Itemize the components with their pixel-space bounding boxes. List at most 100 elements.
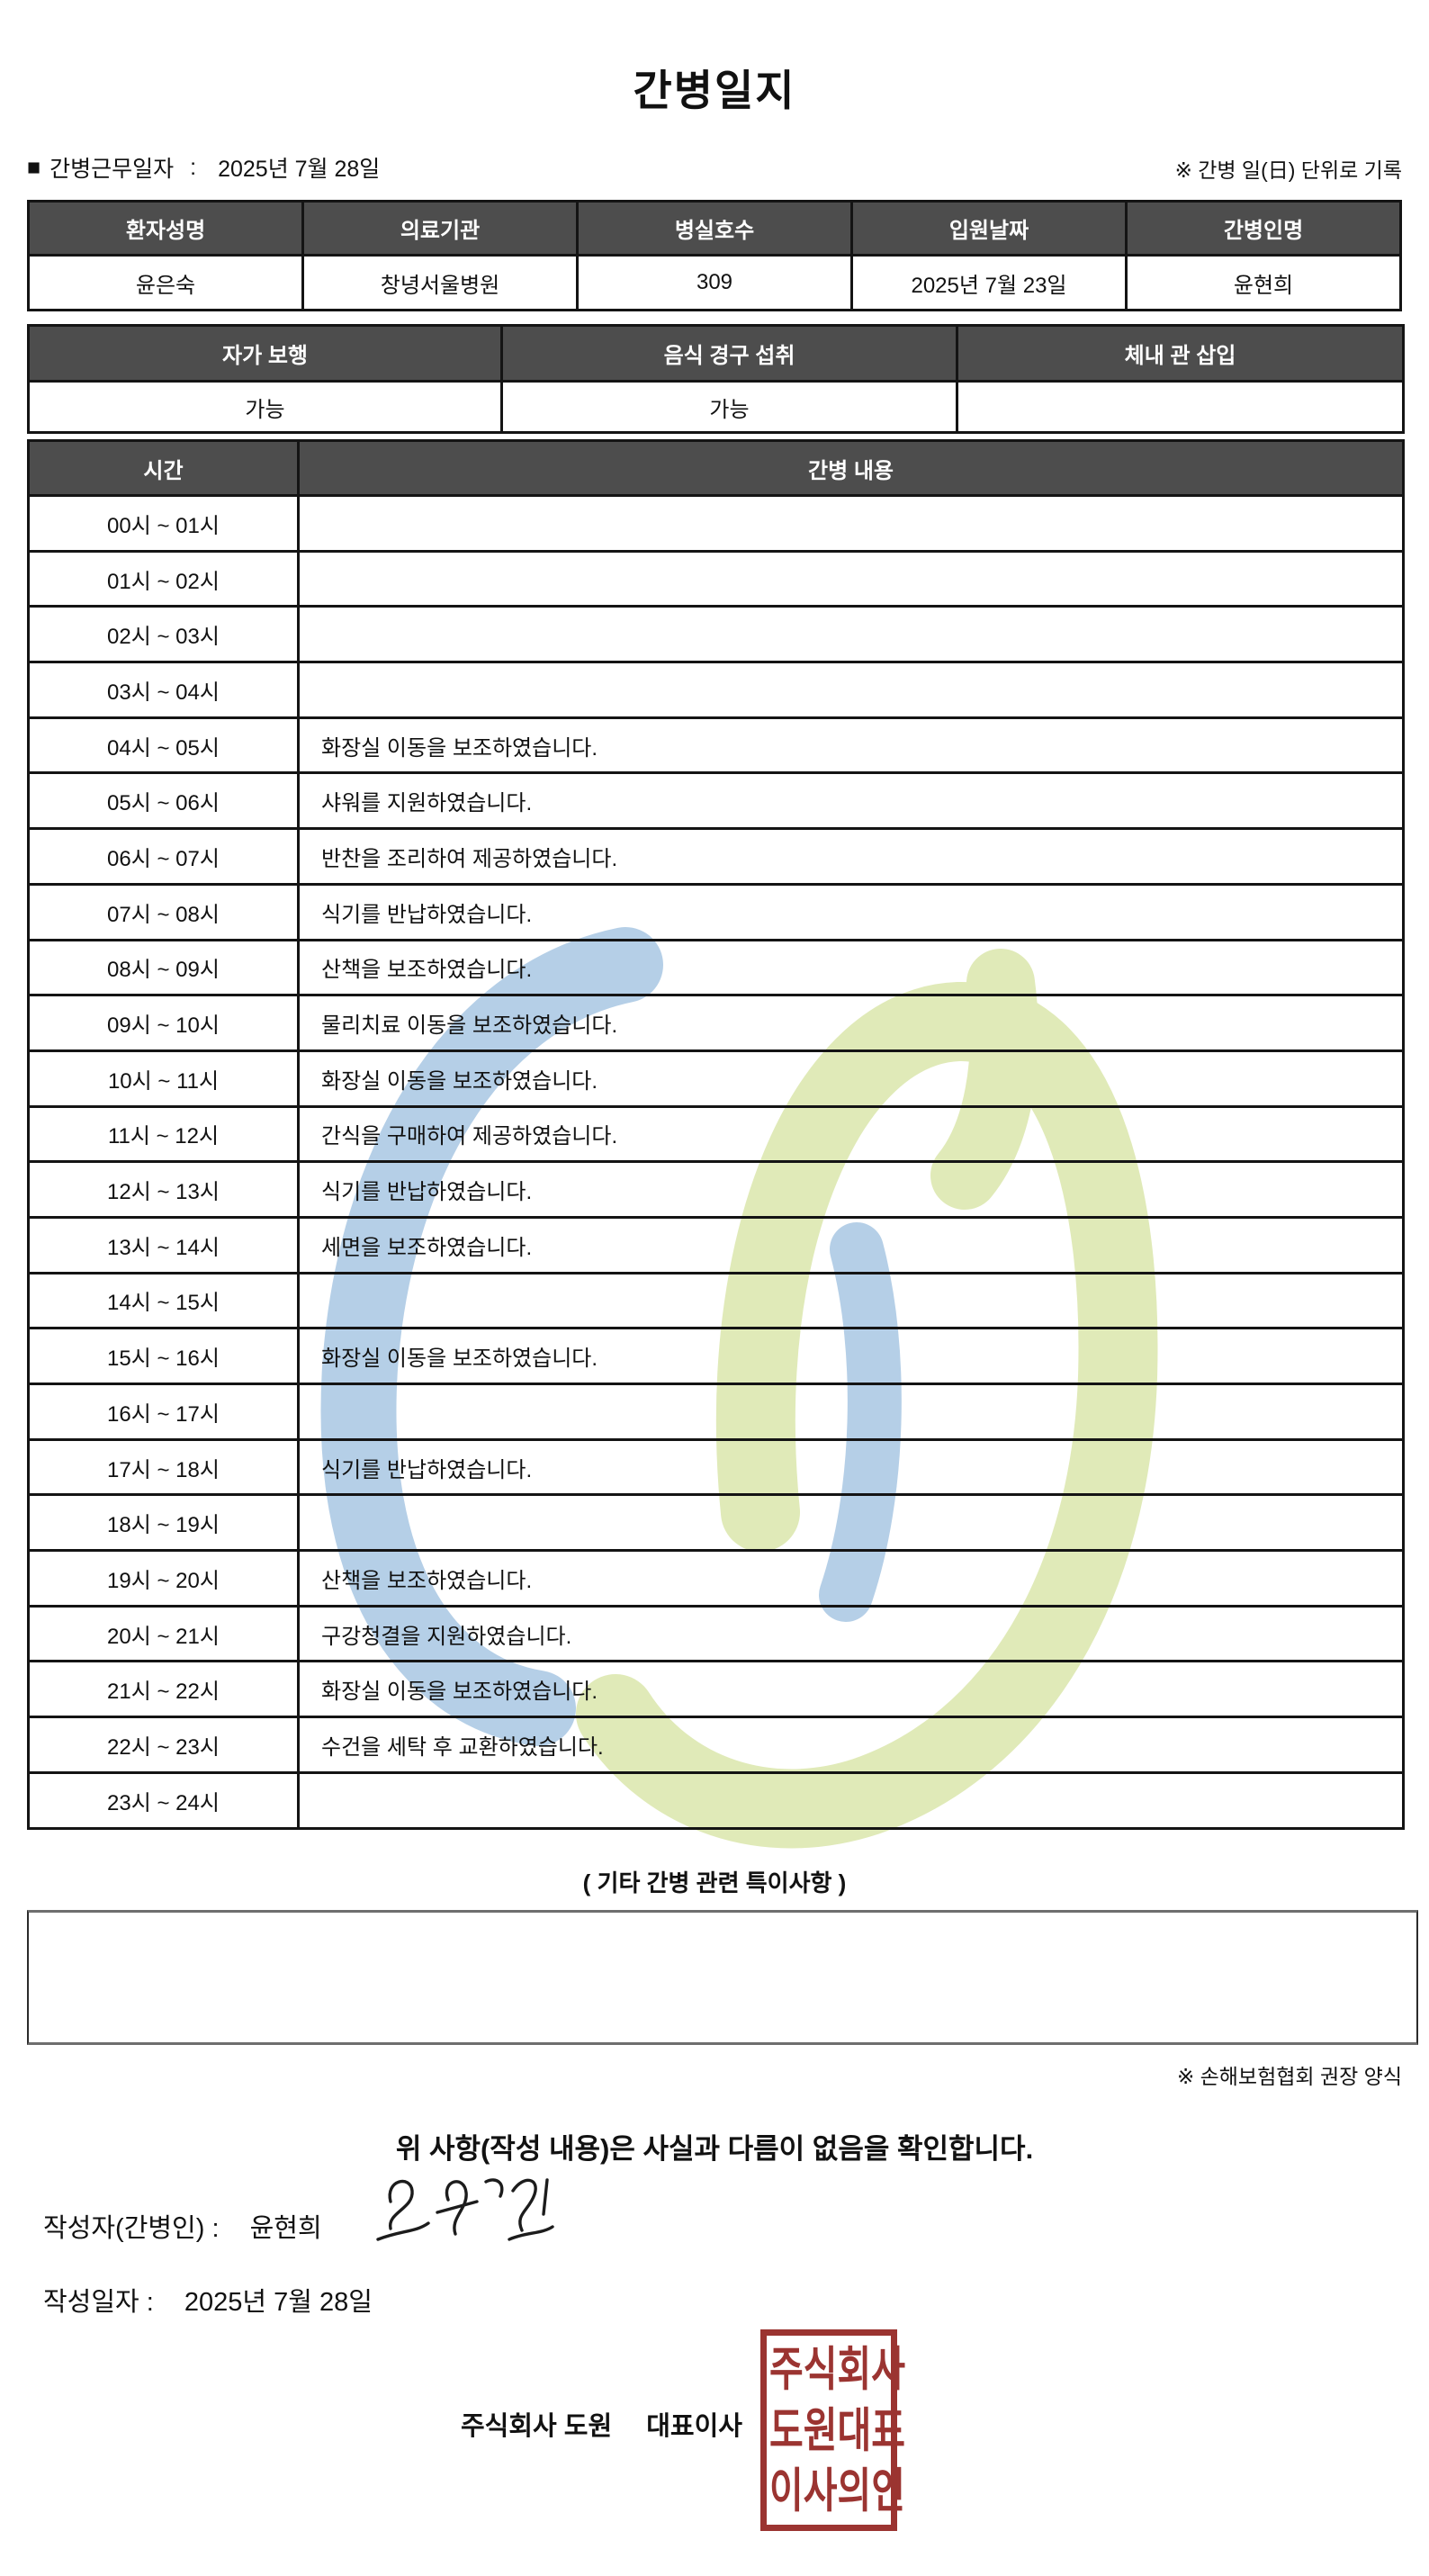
care-log-row: 18시 ~ 19시 bbox=[27, 1493, 1405, 1553]
care-content-cell bbox=[297, 549, 1405, 608]
patient-status-header-cell: 음식 경구 섭취 bbox=[500, 324, 958, 383]
work-date-label: 간병근무일자 bbox=[49, 157, 175, 182]
care-time-cell: 09시 ~ 10시 bbox=[27, 994, 300, 1052]
care-log-row: 15시 ~ 16시 화장실 이동을 보조하였습니다. bbox=[27, 1327, 1405, 1385]
care-log-row: 14시 ~ 15시 bbox=[27, 1271, 1405, 1330]
care-time-cell: 10시 ~ 11시 bbox=[27, 1049, 300, 1108]
care-content-cell bbox=[297, 661, 1405, 719]
care-log-table: 시간 간병 내용 00시 ~ 01시 01시 ~ 02시 02시 ~ 03시 03시 … bbox=[27, 439, 1405, 1830]
care-time-cell: 12시 ~ 13시 bbox=[27, 1160, 300, 1219]
confirmation-statement: 위 사항(작성 내용)은 사실과 다름이 없음을 확인합니다. bbox=[395, 2133, 1034, 2165]
patient-info-value-cell: 윤은숙 bbox=[27, 254, 304, 311]
time-column-header: 시간 bbox=[27, 439, 300, 497]
care-content-cell: 세면을 보조하였습니다. bbox=[297, 1215, 1405, 1274]
care-log-row: 10시 ~ 11시 화장실 이동을 보조하였습니다. bbox=[27, 1049, 1405, 1108]
care-time-cell: 07시 ~ 08시 bbox=[27, 882, 300, 941]
stamp-character: 인 bbox=[871, 2463, 905, 2517]
care-time-cell: 17시 ~ 18시 bbox=[27, 1437, 300, 1497]
care-content-cell bbox=[297, 1493, 1405, 1553]
care-log-row: 11시 ~ 12시 간식을 구매하여 제공하였습니다. bbox=[27, 1104, 1405, 1164]
care-content-cell bbox=[297, 1271, 1405, 1330]
care-content-cell bbox=[297, 605, 1405, 664]
care-log-row: 03시 ~ 04시 bbox=[27, 661, 1405, 719]
care-time-cell: 01시 ~ 02시 bbox=[27, 549, 300, 608]
patient-info-header-row: 환자성명 의료기관 병실호수 입원날짜 간병인명 bbox=[27, 200, 1402, 257]
care-log-row: 16시 ~ 17시 bbox=[27, 1383, 1405, 1441]
care-log-row: 12시 ~ 13시 식기를 반납하였습니다. bbox=[27, 1160, 1405, 1219]
care-content-cell: 반찬을 조리하여 제공하였습니다. bbox=[297, 827, 1405, 886]
recommended-form-note: ※ 손해보험협회 권장 양식 bbox=[1176, 2065, 1402, 2088]
patient-status-header-cell: 체내 관 삽입 bbox=[956, 324, 1405, 383]
written-date-value: 2025년 7월 28일 bbox=[184, 2288, 373, 2317]
patient-info-value-cell: 309 bbox=[576, 254, 853, 311]
stamp-character: 주 bbox=[769, 2342, 804, 2396]
stamp-character: 회 bbox=[837, 2342, 872, 2396]
care-content-cell: 식기를 반납하였습니다. bbox=[297, 882, 1405, 941]
care-content-cell: 산책을 보조하였습니다. bbox=[297, 938, 1405, 997]
care-content-cell: 식기를 반납하였습니다. bbox=[297, 1160, 1405, 1219]
care-time-cell: 15시 ~ 16시 bbox=[27, 1327, 300, 1385]
company-name: 주식회사 도원 bbox=[461, 2412, 613, 2441]
work-date-value: 2025년 7월 28일 bbox=[218, 157, 381, 182]
care-time-cell: 22시 ~ 23시 bbox=[27, 1716, 300, 1774]
written-date-label: 작성일자 : bbox=[43, 2288, 154, 2317]
signature-handwriting bbox=[376, 2178, 554, 2241]
care-log-row: 20시 ~ 21시 구강청결을 지원하였습니다. bbox=[27, 1604, 1405, 1663]
care-content-cell: 화장실 이동을 보조하였습니다. bbox=[297, 716, 1405, 775]
stamp-character: 사 bbox=[803, 2463, 838, 2517]
special-notes-title: ( 기타 간병 관련 특이사항 ) bbox=[582, 1869, 847, 1896]
patient-status-header-cell: 자가 보행 bbox=[27, 324, 503, 383]
stamp-character: 도 bbox=[769, 2402, 804, 2456]
care-log-row: 17시 ~ 18시 식기를 반납하였습니다. bbox=[27, 1437, 1405, 1497]
care-log-row: 05시 ~ 06시 샤워를 지원하였습니다. bbox=[27, 771, 1405, 831]
stamp-character: 원 bbox=[803, 2402, 838, 2456]
care-log-row: 07시 ~ 08시 식기를 반납하였습니다. bbox=[27, 882, 1405, 941]
unit-note: ※ 간병 일(日) 단위로 기록 bbox=[1174, 158, 1402, 182]
stamp-character: 이 bbox=[769, 2463, 804, 2517]
care-content-cell: 수건을 세탁 후 교환하였습니다. bbox=[297, 1716, 1405, 1774]
care-content-cell bbox=[297, 494, 1405, 553]
care-time-cell: 03시 ~ 04시 bbox=[27, 661, 300, 719]
care-log-row: 04시 ~ 05시 화장실 이동을 보조하였습니다. bbox=[27, 716, 1405, 775]
patient-status-value-cell: 가능 bbox=[500, 380, 958, 434]
care-time-cell: 13시 ~ 14시 bbox=[27, 1215, 300, 1274]
care-time-cell: 00시 ~ 01시 bbox=[27, 494, 300, 553]
patient-status-value-row: 가능 가능 bbox=[27, 380, 1405, 434]
patient-info-table: 환자성명 의료기관 병실호수 입원날짜 간병인명 윤은숙 창녕서울병원 309 2025년 7… bbox=[27, 200, 1402, 311]
care-time-cell: 08시 ~ 09시 bbox=[27, 938, 300, 997]
work-date-separator: : bbox=[190, 154, 197, 180]
care-time-cell: 04시 ~ 05시 bbox=[27, 716, 300, 775]
care-time-cell: 18시 ~ 19시 bbox=[27, 1493, 300, 1553]
care-log-row: 09시 ~ 10시 물리치료 이동을 보조하였습니다. bbox=[27, 994, 1405, 1052]
care-content-cell: 물리치료 이동을 보조하였습니다. bbox=[297, 994, 1405, 1052]
meta-row: ■ 간병근무일자 : 2025년 7월 28일 ※ 간병 일(日) 단위로 기록 bbox=[27, 151, 1402, 184]
care-log-row: 08시 ~ 09시 산책을 보조하였습니다. bbox=[27, 938, 1405, 997]
care-time-cell: 23시 ~ 24시 bbox=[27, 1770, 300, 1830]
care-content-cell: 간식을 구매하여 제공하였습니다. bbox=[297, 1104, 1405, 1164]
care-log-row: 01시 ~ 02시 bbox=[27, 549, 1405, 608]
square-bullet-icon: ■ bbox=[27, 154, 41, 180]
care-time-cell: 21시 ~ 22시 bbox=[27, 1660, 300, 1719]
care-content-cell: 식기를 반납하였습니다. bbox=[297, 1437, 1405, 1497]
care-time-cell: 19시 ~ 20시 bbox=[27, 1549, 300, 1608]
care-content-cell: 화장실 이동을 보조하였습니다. bbox=[297, 1327, 1405, 1385]
care-time-cell: 14시 ~ 15시 bbox=[27, 1271, 300, 1330]
care-content-cell: 샤워를 지원하였습니다. bbox=[297, 771, 1405, 831]
care-log-row: 22시 ~ 23시 수건을 세탁 후 교환하였습니다. bbox=[27, 1716, 1405, 1774]
patient-info-header-cell: 입원날짜 bbox=[850, 200, 1128, 257]
care-time-cell: 02시 ~ 03시 bbox=[27, 605, 300, 664]
writer-name: 윤현희 bbox=[249, 2214, 322, 2243]
care-log-row: 13시 ~ 14시 세면을 보조하였습니다. bbox=[27, 1215, 1405, 1274]
work-date-line: ■ 간병근무일자 : 2025년 7월 28일 bbox=[27, 151, 380, 184]
content-column-header: 간병 내용 bbox=[297, 439, 1405, 497]
care-content-cell: 화장실 이동을 보조하였습니다. bbox=[297, 1049, 1405, 1108]
care-content-cell bbox=[297, 1770, 1405, 1830]
patient-info-header-cell: 환자성명 bbox=[27, 200, 304, 257]
stamp-character: 대 bbox=[837, 2402, 872, 2456]
patient-info-value-cell: 창녕서울병원 bbox=[301, 254, 579, 311]
care-content-cell: 구강청결을 지원하였습니다. bbox=[297, 1604, 1405, 1663]
